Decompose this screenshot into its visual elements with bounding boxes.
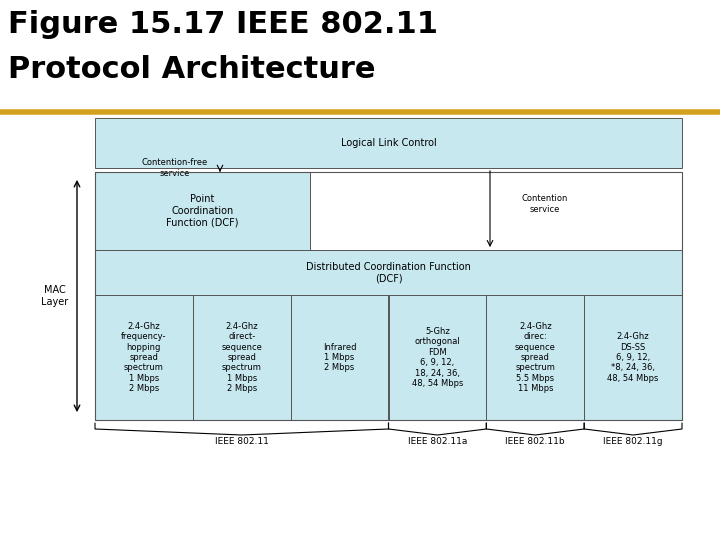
Bar [95,172,310,250]
Text: Logical Link Control: Logical Link Control [341,138,436,148]
Text: 2.4-Ghz
direc:
sequence
spread
spectrum
5.5 Mbps
11 Mbps: 2.4-Ghz direc: sequence spread spectrum … [515,322,556,393]
Text: 2.4-Ghz
direct-
sequence
spread
spectrum
1 Mbps
2 Mbps: 2.4-Ghz direct- sequence spread spectrum… [221,322,262,393]
Text: IEEE 802.11b: IEEE 802.11b [505,437,565,447]
Text: 2.4-Ghz
frequency-
hopping
spread
spectrum
1 Mbps
2 Mbps: 2.4-Ghz frequency- hopping spread spectr… [121,322,166,393]
Text: Figure 15.17 IEEE 802.11: Figure 15.17 IEEE 802.11 [8,10,438,39]
Text: Point
Coordination
Function (DCF): Point Coordination Function (DCF) [166,194,239,227]
Text: Contention-free
service: Contention-free service [142,158,208,178]
Text: 2.4-Ghz
DS-SS
6, 9, 12,
*8, 24, 36,
48, 54 Mbps: 2.4-Ghz DS-SS 6, 9, 12, *8, 24, 36, 48, … [608,332,659,383]
Text: Contention
service: Contention service [522,194,568,214]
Bar [95,172,682,420]
Bar [95,250,682,295]
Bar [291,295,389,420]
Text: 5-Ghz
orthogonal
FDM
6, 9, 12,
18, 24, 36,
48, 54 Mbps: 5-Ghz orthogonal FDM 6, 9, 12, 18, 24, 3… [412,327,463,388]
Text: Protocol Architecture: Protocol Architecture [8,55,376,84]
Text: IEEE 802.11: IEEE 802.11 [215,437,269,447]
Bar [486,295,584,420]
Bar [584,295,682,420]
Text: Distributed Coordination Function
(DCF): Distributed Coordination Function (DCF) [306,262,471,284]
Bar [95,118,682,168]
Bar [389,295,486,420]
Bar [95,295,193,420]
Bar [193,295,291,420]
Text: Infrared
1 Mbps
2 Mbps: Infrared 1 Mbps 2 Mbps [323,342,356,373]
Text: MAC
Layer: MAC Layer [41,285,68,307]
Text: IEEE 802.11g: IEEE 802.11g [603,437,663,447]
Text: IEEE 802.11a: IEEE 802.11a [408,437,467,447]
